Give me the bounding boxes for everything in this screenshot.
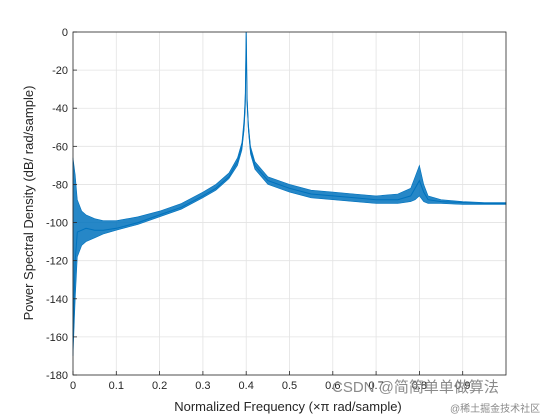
y-tick-label-9: -180 [46,370,68,382]
x-tick-label-8: 0.8 [412,380,427,392]
y-tick-label-8: -160 [46,332,68,344]
x-tick-label-7: 0.7 [368,380,383,392]
y-tick-label-7: -140 [46,294,68,306]
x-tick-label-6: 0.6 [325,380,340,392]
community-watermark: @稀土掘金技术社区 [450,402,540,415]
x-tick-label-5: 0.5 [282,380,297,392]
y-tick-label-0: 0 [62,27,68,39]
y-tick-label-4: -80 [52,179,68,191]
y-tick-label-5: -100 [46,218,68,230]
x-tick-label-0: 0 [70,380,76,392]
y-tick-label-1: -20 [52,65,68,77]
x-axis-label: Normalized Frequency (×π rad/sample) [174,399,402,414]
y-tick-label-6: -120 [46,256,68,268]
y-tick-label-3: -60 [52,141,68,153]
x-tick-label-1: 0.1 [109,380,124,392]
psd-series-line [72,31,506,337]
y-axis-label: Power Spectral Density (dB/ rad/sample) [21,86,36,321]
psd-trace [72,31,506,337]
x-tick-label-4: 0.4 [239,380,254,392]
csdn-watermark: CSDN @简简单单做算法 [332,378,499,396]
x-axis-ticks: 0 0.1 0.2 0.3 0.4 0.5 0.6 0.7 0.8 0.9 [70,371,470,392]
y-axis-ticks: 0 -20 -40 -60 -80 -100 -120 -140 -160 -180 [46,27,77,382]
x-tick-label-9: 0.9 [455,380,470,392]
x-tick-label-3: 0.3 [195,380,210,392]
x-tick-label-2: 0.2 [152,380,167,392]
y-tick-label-2: -40 [52,103,68,115]
